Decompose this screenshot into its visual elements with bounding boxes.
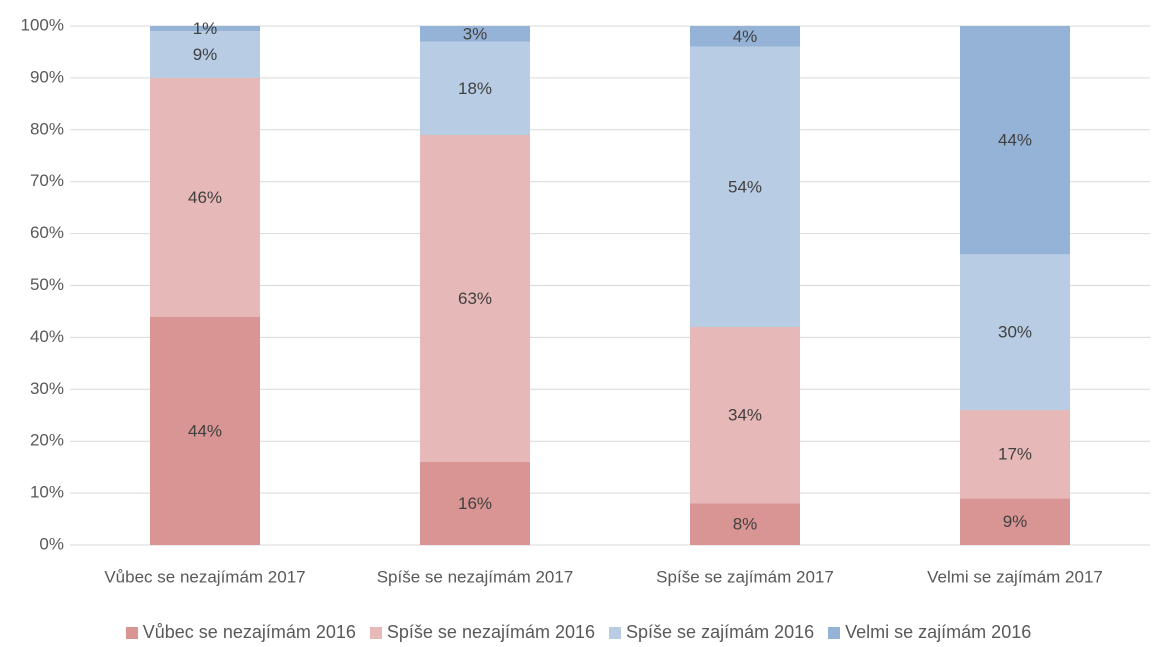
data-label: 18% <box>458 79 492 98</box>
bar-segment <box>960 410 1070 499</box>
chart: 0% 10% 20% 30% 40% 50% 60% 70% 80% 90% 100% Vůbec s… <box>21 15 1150 586</box>
data-label: 17% <box>998 445 1032 464</box>
legend-label: Spíše se nezajímám 2016 <box>386 622 596 642</box>
bar-segment <box>960 26 1070 255</box>
data-label: 9% <box>193 45 218 64</box>
legend-item: Spíše se zajímám 2016 <box>609 622 814 643</box>
x-tick-label: Spíše se zajímám 2017 <box>656 567 834 586</box>
data-label: 9% <box>1003 512 1028 531</box>
legend-label: Spíše se zajímám 2016 <box>626 622 815 642</box>
y-tick-label: 100% <box>21 15 64 34</box>
y-tick-label: 0% <box>39 534 64 553</box>
y-tick-label: 50% <box>30 275 64 294</box>
legend-swatch <box>369 626 382 639</box>
legend-label: Velmi se zajímám 2016 <box>845 622 1032 642</box>
bar-segment <box>420 461 530 545</box>
data-label: 3% <box>463 24 488 43</box>
bar-segment <box>150 26 260 32</box>
legend-item: Spíše se nezajímám 2016 <box>369 622 596 643</box>
y-tick-label: 80% <box>30 119 64 138</box>
data-label: 46% <box>188 188 222 207</box>
bar-segment <box>150 31 260 78</box>
data-label: 8% <box>733 515 758 534</box>
legend-swatch <box>609 626 622 639</box>
data-label: 30% <box>998 323 1032 342</box>
y-tick-label: 20% <box>30 431 64 450</box>
data-label: 1% <box>193 19 218 38</box>
legend-swatch <box>828 626 841 639</box>
bar-segment <box>690 503 800 545</box>
y-tick-label: 30% <box>30 379 64 398</box>
legend-item: Velmi se zajímám 2016 <box>828 622 1031 643</box>
bar-segment <box>150 77 260 317</box>
legend-swatch <box>125 626 138 639</box>
data-label: 44% <box>998 131 1032 150</box>
bar-segment <box>960 254 1070 411</box>
y-tick-label: 10% <box>30 483 64 502</box>
y-tick-label: 90% <box>30 67 64 86</box>
x-tick-label: Velmi se zajímám 2017 <box>927 567 1103 586</box>
bar-segment <box>420 134 530 462</box>
data-label: 16% <box>458 494 492 513</box>
bar-segment <box>960 498 1070 545</box>
data-label: 4% <box>733 27 758 46</box>
legend-item: Vůbec se nezajímám 2016 <box>125 622 356 643</box>
data-label: 44% <box>188 421 222 440</box>
data-label: 63% <box>458 289 492 308</box>
y-tick-label: 40% <box>30 327 64 346</box>
bar-segment <box>690 327 800 504</box>
x-tick-label: Spíše se nezajímám 2017 <box>377 567 574 586</box>
bar-segment <box>690 26 800 47</box>
bar-segment <box>420 41 530 135</box>
legend-label: Vůbec se nezajímám 2016 <box>142 622 356 642</box>
bar-segment <box>150 316 260 545</box>
y-tick-label: 70% <box>30 171 64 190</box>
legend: Vůbec se nezajímám 2016 Spíše se nezajímá… <box>0 622 1157 643</box>
y-tick-label: 60% <box>30 223 64 242</box>
bar-segment <box>420 26 530 42</box>
data-label: 34% <box>728 406 762 425</box>
bar-segment <box>690 46 800 328</box>
x-tick-label: Vůbec se nezajímám 2017 <box>104 567 305 586</box>
data-label: 54% <box>728 177 762 196</box>
